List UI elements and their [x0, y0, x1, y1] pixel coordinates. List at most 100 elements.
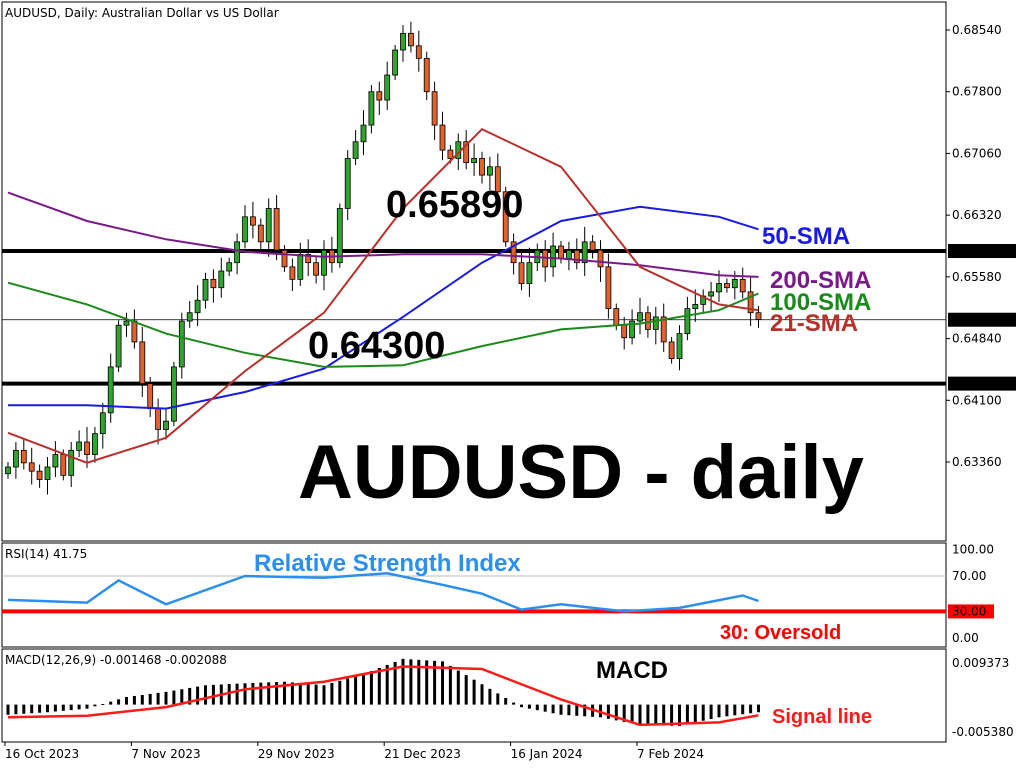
bullish-candle [12, 449, 19, 468]
date-label: 7 Feb 2024 [637, 747, 704, 761]
date-label: 21 Dec 2023 [384, 747, 461, 761]
macd-histogram-bar [559, 704, 563, 715]
macd-histogram-bar [409, 659, 413, 705]
macd-histogram-bar [685, 704, 689, 725]
bullish-candle [384, 74, 391, 101]
bullish-candle [234, 241, 241, 264]
bearish-candle [447, 149, 454, 159]
bearish-candle [20, 449, 27, 464]
bearish-candle [589, 241, 596, 251]
macd-histogram-bar [235, 683, 239, 705]
macd-histogram-bar [543, 704, 547, 712]
macd-histogram-bar [53, 704, 57, 712]
bullish-candle [400, 32, 406, 51]
sma200-label: 200-SMA [770, 267, 871, 294]
bearish-candle [573, 249, 580, 264]
bullish-candle [44, 466, 51, 480]
macd-histogram-bar [93, 704, 97, 707]
macd-histogram-bar [259, 682, 263, 705]
level-price-label: 0.65890 [952, 244, 1002, 258]
rsi-tick-label: 0.00 [952, 631, 979, 645]
macd-histogram-bar [717, 704, 721, 718]
macd-histogram-bar [204, 685, 207, 705]
macd-histogram-bar [164, 691, 168, 705]
level-price-tag [948, 376, 1016, 391]
macd-histogram-bar [417, 659, 421, 705]
macd-histogram-bar [551, 704, 555, 714]
oversold-text: 30: Oversold [720, 622, 841, 644]
macd-histogram-bar [46, 704, 49, 713]
macd-histogram-bar [132, 695, 136, 705]
bearish-candle [313, 262, 320, 276]
macd-histogram-bar [330, 683, 334, 705]
bearish-candle [415, 45, 422, 59]
rsi-panel [1, 542, 947, 648]
bullish-candle [52, 454, 59, 468]
macd-histogram-bar [377, 667, 381, 705]
level-annotation-high: 0.65890 [386, 184, 523, 226]
macd-histogram-bar [488, 688, 492, 705]
rsi-line [7, 572, 759, 613]
macd-histogram-bar [125, 696, 128, 705]
macd-tick-label: -0.005380 [952, 725, 1014, 739]
sma50-line [8, 205, 759, 410]
bullish-candle [99, 412, 106, 435]
macd-histogram-bar [148, 693, 152, 705]
macd-histogram-bar [614, 704, 618, 721]
macd-histogram-bar [77, 704, 81, 710]
bullish-candle [5, 466, 11, 475]
macd-histogram-bar [385, 664, 389, 705]
bullish-candle [637, 312, 643, 322]
bearish-candle [724, 283, 730, 289]
bearish-candle [479, 158, 485, 176]
bullish-candle [684, 308, 691, 334]
price-tick-label: 0.65580 [952, 270, 1002, 284]
macd-histogram-bar [662, 704, 666, 726]
macd-histogram-bar [227, 684, 231, 705]
date-label: 16 Oct 2023 [5, 747, 79, 761]
bearish-candle [155, 408, 162, 430]
macd-histogram-bar [496, 693, 500, 705]
bullish-candle [360, 124, 367, 143]
sma50-label: 50-SMA [762, 223, 850, 250]
bearish-candle [249, 216, 256, 226]
macd-histogram-bar [275, 682, 279, 705]
price-panel [1, 1, 947, 542]
macd-histogram-bar [61, 704, 65, 711]
macd-histogram-bar [290, 682, 294, 705]
macd-histogram-bar [456, 670, 460, 705]
bullish-candle [676, 333, 683, 359]
macd-histogram-bar [338, 680, 342, 705]
last-price-label: 0.65066 [952, 313, 1002, 327]
bullish-candle [392, 49, 399, 76]
macd-histogram-bar [725, 704, 729, 717]
bearish-candle [660, 316, 667, 343]
bearish-candle [257, 224, 264, 243]
sma200-line [7, 191, 759, 278]
price-tick-label: 0.68540 [952, 23, 1002, 37]
price-tick-label: 0.64840 [952, 332, 1002, 346]
macd-histogram-bar [504, 697, 508, 705]
bearish-candle [147, 383, 154, 410]
bullish-candle [170, 366, 177, 422]
macd-histogram-bar [433, 660, 437, 705]
rsi-tick-label: 100.00 [952, 542, 994, 556]
macd-panel [1, 648, 947, 743]
sma21-label: 21-SMA [770, 310, 858, 337]
bearish-candle [376, 91, 383, 101]
sma21-line [7, 127, 759, 464]
bearish-candle [431, 91, 438, 126]
signal-line-text: Signal line [772, 706, 872, 728]
macd-histogram-bar [140, 694, 144, 705]
macd-histogram-bar [622, 704, 626, 722]
bearish-candle [281, 249, 288, 268]
bearish-candle [28, 462, 35, 472]
macd-histogram-bar [654, 704, 658, 726]
bullish-candle [218, 270, 225, 289]
macd-histogram-bar [156, 692, 160, 705]
macd-histogram-bar [630, 704, 634, 724]
bearish-candle [597, 249, 604, 268]
macd-histogram-bar [741, 704, 745, 715]
bullish-candle [550, 245, 556, 268]
